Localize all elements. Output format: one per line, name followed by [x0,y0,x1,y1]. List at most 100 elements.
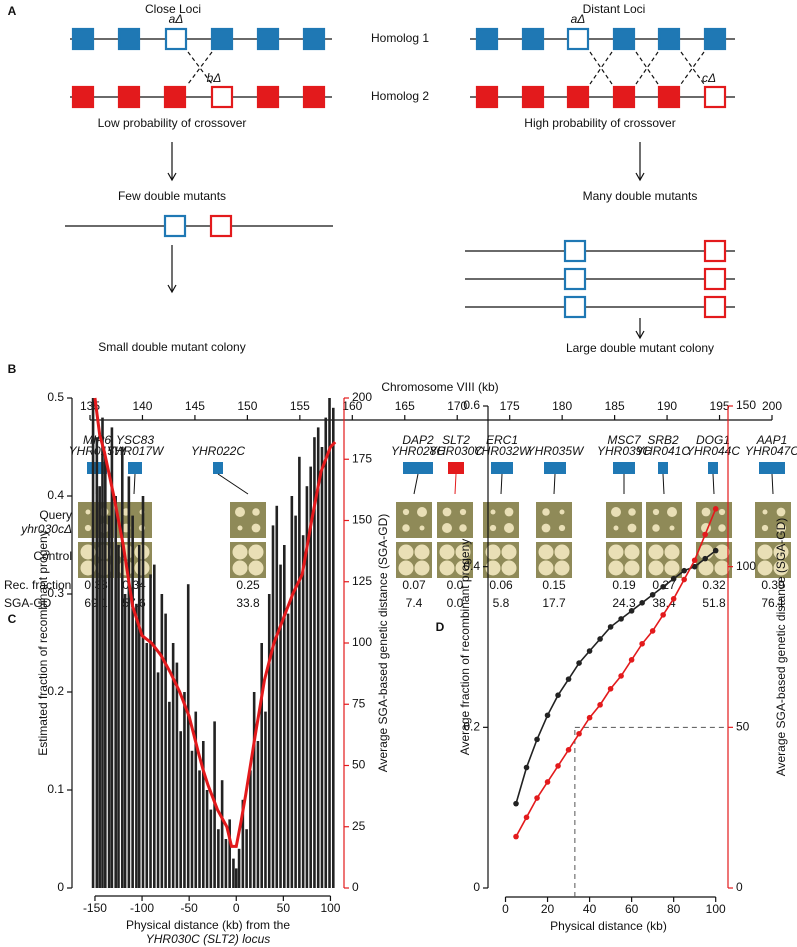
query-colony [459,524,467,532]
caption: Low probability of crossover [98,116,247,130]
row-label: yhr030cΔ [20,522,72,536]
x-tick-label: 100 [320,901,340,915]
control-colony [80,544,96,560]
query-colony [542,508,550,516]
tick-label: 200 [762,399,782,413]
crossover [680,51,705,85]
bar [198,770,201,888]
caption: Small double mutant colony [98,340,245,354]
connector [712,473,715,495]
point [618,616,624,622]
bar [283,545,286,888]
point [639,640,645,647]
table-value: 0.0 [447,578,464,592]
x-axis-label: Physical distance (kb) [550,919,667,933]
bar [275,505,279,888]
bar [160,594,164,888]
query-colony [776,507,786,517]
tick-label: 170 [447,399,467,413]
control-colony [714,544,730,560]
control-colony [608,544,624,560]
colony-plate [646,502,682,538]
point [670,596,677,602]
query-colony [402,508,410,516]
bar [256,741,260,888]
bar [107,515,111,888]
bar [190,750,194,888]
point [555,763,561,769]
query-colony [417,507,427,517]
caption: Many double mutants [583,189,698,203]
bar [194,711,198,888]
y2-tick-label: 150 [736,398,756,412]
tick-label: 175 [500,399,520,413]
x-axis-label: YHR030C (SLT2) locus [146,932,271,946]
connector [133,473,136,495]
table-value: 0.32 [702,578,726,592]
locus [521,27,545,51]
locus [521,85,545,109]
point [565,676,572,682]
point [607,685,614,692]
point [513,833,519,840]
point [660,612,666,618]
gene-orf: YHR032W [474,444,532,458]
x-axis-label: Physical distance (kb) from the [126,918,290,932]
bar [123,594,127,888]
point [681,576,687,583]
tick-label: 180 [552,399,572,413]
connector [771,473,774,495]
caption: Few double mutants [118,189,226,203]
crossover [680,51,705,85]
locus [703,27,727,51]
colony-plate [755,502,791,538]
control-colony [232,544,248,560]
bar [201,741,205,888]
query-colony [628,508,636,516]
x-tick-label: 0 [502,902,509,916]
crossover [635,51,659,85]
point [660,583,666,590]
control-colony [648,544,664,560]
mutant-locus [566,27,590,51]
colony-plate [437,502,473,538]
point [534,736,540,743]
gene-orf: YHR047C [745,444,797,458]
y-tick-label: 0 [57,880,64,894]
query-colony [84,524,92,532]
gene-orf: YHR022C [191,444,245,458]
point [681,567,687,574]
y-axis-label: Estimated fraction of recombinant progen… [36,530,50,755]
control-colony [455,544,471,560]
locus [210,27,234,51]
allele-label: aΔ [169,12,184,26]
control-colony [80,560,96,576]
arrow-head [167,172,177,182]
table-value: 33.8 [236,596,260,610]
bar [249,770,252,888]
control-colony [501,560,517,576]
gene-name: ERC1 [486,433,518,447]
colony-plate [230,502,266,538]
bar [141,496,145,888]
row-label: Rec. fraction [4,578,71,592]
control-colony [248,560,264,576]
gene-name: SLT2 [442,433,470,447]
point [628,657,635,663]
bar [234,868,238,888]
allele-label: cΔ [702,71,716,85]
tick-label: 150 [237,399,257,413]
y2-tick-label: 50 [352,758,366,772]
mutant-locus [703,267,727,291]
table-value: 76.1 [761,596,785,610]
homolog-label: Homolog 1 [371,31,429,45]
tick-label: 160 [342,399,362,413]
table-value: 51.8 [702,596,726,610]
bar [320,447,324,888]
y2-axis-label: Average SGA-based genetic distance (SGA-… [376,514,390,773]
locus [612,85,636,109]
gene-orf: YHR039C [597,444,651,458]
crossover [589,51,613,85]
point [712,506,719,512]
query-colony [762,509,768,515]
